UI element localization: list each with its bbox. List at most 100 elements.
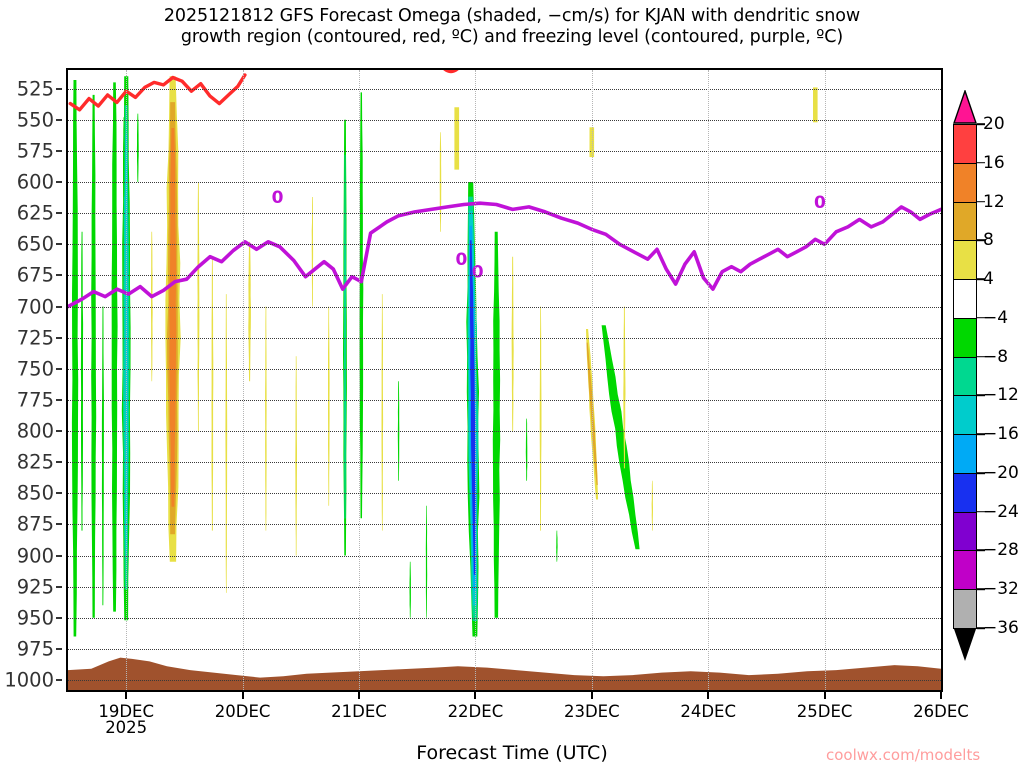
y-axis: 525 550 575 600 625 650 675 700 725 750 775 800 825 8… <box>0 68 62 692</box>
y-axis-tick-label: 950 <box>16 606 54 630</box>
omega-shading-region <box>101 306 104 606</box>
omega-shading-region <box>91 94 97 618</box>
y-axis-tick <box>56 492 62 495</box>
gridline-horizontal <box>68 337 941 339</box>
omega-shading-region <box>425 505 428 618</box>
gridline-horizontal <box>68 462 941 464</box>
x-axis-tick <box>940 692 942 699</box>
y-axis-tick <box>56 118 62 121</box>
freezing-level-contour <box>68 201 941 309</box>
colorbar-segment <box>953 550 977 591</box>
gridline-horizontal <box>68 399 941 401</box>
y-axis-tick-label: 975 <box>16 637 54 661</box>
colorbar-segment <box>953 162 977 203</box>
y-axis-tick-label: 625 <box>16 201 54 225</box>
colorbar-tick-label: 12 <box>983 191 1005 212</box>
y-axis-tick <box>56 523 62 526</box>
gridline-vertical <box>824 70 826 690</box>
colorbar-tick <box>977 239 985 242</box>
gridline-horizontal <box>68 617 941 619</box>
omega-shading-region <box>381 294 384 531</box>
omega-shading-region <box>311 197 314 307</box>
colorbar-segment <box>953 279 977 320</box>
y-axis-tick <box>56 554 62 557</box>
y-axis-tick-label: 725 <box>16 326 54 350</box>
colorbar-tick-label: −8 <box>983 346 1009 367</box>
x-axis-tick-label: 24DEC <box>680 702 737 721</box>
y-axis-tick <box>56 647 62 650</box>
colorbar-tick-label: 20 <box>983 114 1005 134</box>
x-axis-tick <box>823 692 826 699</box>
colorbar-tick <box>977 433 985 435</box>
terrain-area <box>68 657 941 690</box>
colorbar-segment <box>953 434 977 475</box>
colorbar-tick <box>977 588 985 591</box>
omega-shading-region <box>343 154 347 519</box>
colorbar-tick <box>977 161 985 164</box>
watermark: coolwx.com/modelts <box>826 746 981 764</box>
y-axis-tick <box>56 149 62 152</box>
colorbar-segment <box>953 589 977 630</box>
colorbar-tick <box>977 278 985 280</box>
x-axis-tick <box>707 692 710 699</box>
omega-shading-region <box>197 182 200 431</box>
freezing-level-zero-label: 0 <box>456 250 468 270</box>
omega-shading-region <box>539 306 542 531</box>
freezing-level-zero-label: 0 <box>814 193 826 213</box>
omega-shading-region <box>492 231 501 618</box>
dendritic-growth-contour <box>68 73 247 112</box>
y-axis-tick <box>56 305 62 308</box>
colorbar-arrow-down <box>953 628 977 662</box>
colorbar-tick-label: −24 <box>983 501 1019 522</box>
gridline-horizontal <box>68 680 941 682</box>
omega-shading-region <box>409 561 411 618</box>
dendritic-growth-contour-arc <box>443 70 459 74</box>
y-axis-tick-label: 775 <box>16 388 54 412</box>
x-axis-title: Forecast Time (UTC) <box>416 742 608 764</box>
y-axis-tick-label: 675 <box>16 263 54 287</box>
omega-shading-region <box>359 92 364 519</box>
gridline-horizontal <box>68 493 941 495</box>
y-axis-tick-label: 850 <box>16 481 54 505</box>
x-axis-year-label: 2025 <box>105 718 148 737</box>
y-axis-tick <box>56 616 62 619</box>
y-axis-tick <box>56 461 62 464</box>
y-axis-tick-label: 800 <box>16 419 54 443</box>
gridline-horizontal <box>68 213 941 215</box>
colorbar-tick <box>977 200 985 203</box>
omega-shading-region <box>623 306 626 469</box>
colorbar-segment <box>953 124 977 165</box>
x-axis-tick-label: 25DEC <box>796 702 853 721</box>
gridline-vertical <box>242 70 244 690</box>
gridline-horizontal <box>68 182 941 184</box>
x-axis-tick <box>358 692 360 699</box>
omega-shading-region <box>80 231 84 531</box>
gridline-horizontal <box>68 306 941 308</box>
y-axis-tick <box>56 212 62 215</box>
colorbar-arrow-up <box>953 88 977 124</box>
gridline-horizontal <box>68 88 941 90</box>
omega-shading-region <box>225 294 228 593</box>
colorbar-tick-label: 4 <box>983 269 994 290</box>
gridline-vertical <box>359 70 360 690</box>
y-axis-tick-label: 525 <box>16 77 54 101</box>
gridline-vertical <box>708 70 710 690</box>
gridline-horizontal <box>68 150 941 152</box>
colorbar-tick <box>977 627 985 629</box>
gridline-horizontal <box>68 648 941 650</box>
x-axis-tick <box>125 692 128 699</box>
y-axis-tick-label: 700 <box>16 295 54 319</box>
gridline-horizontal <box>68 431 941 433</box>
colorbar-tick-label: 8 <box>983 230 994 251</box>
y-axis-tick-label: 875 <box>16 512 54 536</box>
x-axis-tick-label: 26DEC <box>913 702 969 721</box>
x-axis-tick-label: 22DEC <box>447 702 504 721</box>
y-axis-tick-label: 900 <box>16 544 54 568</box>
x-axis-tick-label: 21DEC <box>331 702 387 721</box>
colorbar-tick-label: −12 <box>983 385 1019 406</box>
colorbar-tick <box>977 355 985 358</box>
omega-shading-region <box>71 80 79 637</box>
y-axis-tick <box>56 430 62 433</box>
